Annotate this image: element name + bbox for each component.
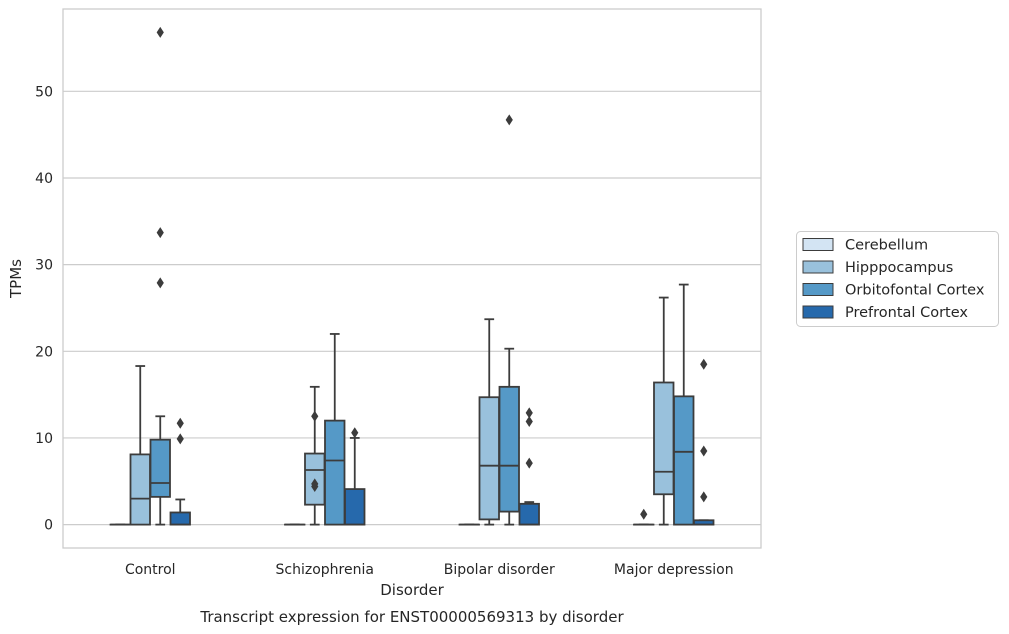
- legend-swatch: [802, 283, 834, 296]
- plot-area-frame: [62, 8, 762, 549]
- legend: Cerebellum Hipppocampus Orbitofontal Corte…: [796, 231, 999, 327]
- legend-label: Hipppocampus: [845, 260, 953, 276]
- outlier-point: [311, 480, 319, 492]
- box-orbitofontal-cortex: [673, 283, 695, 526]
- x-tick-label: Control: [125, 562, 176, 578]
- outlier-point: [351, 427, 359, 439]
- outlier-point: [311, 410, 319, 422]
- x-tick-label: Bipolar disorder: [444, 562, 555, 578]
- y-tick-label: 0: [44, 518, 53, 534]
- box-body: [498, 385, 520, 513]
- box-orbitofontal-cortex: [498, 114, 520, 526]
- box-body: [673, 395, 695, 526]
- outlier-point: [176, 417, 184, 429]
- y-axis-label: TPMs: [7, 259, 25, 299]
- y-tick-label: 50: [35, 84, 53, 100]
- x-tick-label: Major depression: [614, 562, 734, 578]
- outlier-point: [700, 358, 708, 370]
- box-body: [169, 511, 191, 526]
- y-tick-label: 20: [35, 344, 53, 360]
- box-hipppocampus: [653, 296, 675, 526]
- outlier-point: [700, 491, 708, 503]
- box-body: [344, 488, 366, 526]
- plot-area-background: [63, 9, 761, 548]
- outlier-point: [700, 445, 708, 457]
- outlier-point: [640, 508, 648, 520]
- y-axis-ticks: 0 10 20 30 40 50: [35, 84, 53, 533]
- outlier-point: [156, 26, 164, 38]
- box-hipppocampus: [304, 385, 326, 526]
- outlier-point: [525, 457, 533, 469]
- x-axis-ticks: Control Schizophrenia Bipolar disorder Majo…: [125, 562, 734, 578]
- box-body: [149, 438, 171, 498]
- outlier-point: [505, 114, 513, 126]
- box-body: [653, 381, 675, 496]
- y-tick-label: 10: [35, 431, 53, 447]
- legend-label: Cerebellum: [845, 238, 928, 254]
- outlier-point: [525, 407, 533, 419]
- box-body: [324, 419, 346, 526]
- legend-swatch: [802, 238, 834, 251]
- box-body: [129, 453, 151, 526]
- legend-label: Prefrontal Cortex: [845, 305, 968, 321]
- outlier-point: [525, 415, 533, 427]
- legend-swatch: [802, 260, 834, 274]
- legend-swatch: [802, 305, 834, 319]
- outlier-point: [156, 227, 164, 239]
- box-prefrontal-cortex: [169, 417, 191, 526]
- chart-caption: Transcript expression for ENST0000056931…: [199, 608, 624, 626]
- box-orbitofontal-cortex: [324, 333, 346, 526]
- box-prefrontal-cortex: [518, 407, 540, 526]
- legend-frame: [796, 231, 999, 327]
- x-axis-label: Disorder: [380, 581, 444, 599]
- y-tick-label: 40: [35, 171, 53, 187]
- y-tick-label: 30: [35, 258, 53, 274]
- legend-label: Orbitofontal Cortex: [845, 283, 985, 299]
- box-body: [518, 502, 540, 526]
- outlier-point: [156, 277, 164, 289]
- x-tick-label: Schizophrenia: [276, 562, 374, 578]
- box-prefrontal-cortex: [344, 427, 366, 526]
- box-orbitofontal-cortex: [149, 26, 171, 526]
- box-hipppocampus: [129, 365, 151, 526]
- box-cerebellum: [633, 508, 655, 526]
- box-body: [478, 396, 500, 521]
- box-groups: [109, 26, 715, 526]
- outlier-point: [176, 433, 184, 445]
- box-prefrontal-cortex: [693, 358, 715, 526]
